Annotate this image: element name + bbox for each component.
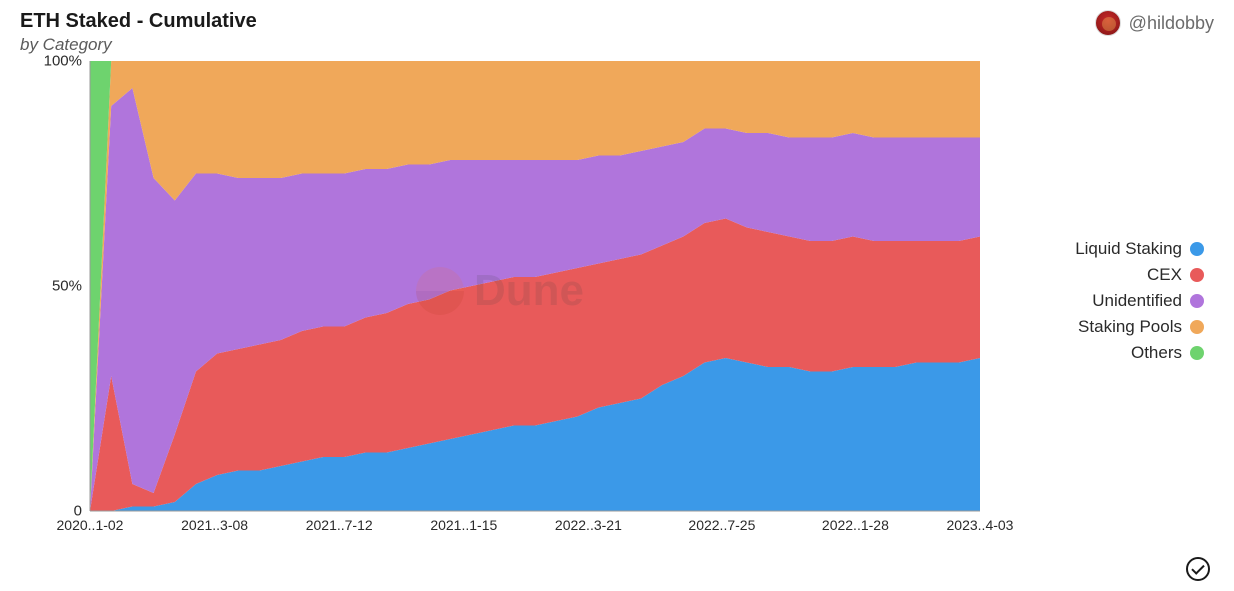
y-tick-label: 100% <box>44 53 82 70</box>
legend-label: CEX <box>1147 265 1182 285</box>
y-axis: 050%100% <box>20 61 90 511</box>
chart-header: ETH Staked - Cumulative by Category @hil… <box>20 10 1214 55</box>
chart-title: ETH Staked - Cumulative <box>20 10 257 33</box>
legend-label: Staking Pools <box>1078 317 1182 337</box>
legend-dot-icon <box>1190 268 1204 282</box>
author-avatar-icon <box>1095 10 1121 36</box>
x-tick-label: 2021..1-15 <box>430 517 497 533</box>
author-link[interactable]: @hildobby <box>1095 10 1214 36</box>
legend-dot-icon <box>1190 294 1204 308</box>
legend-item-others[interactable]: Others <box>1131 343 1204 363</box>
legend-item-staking_pools[interactable]: Staking Pools <box>1078 317 1204 337</box>
x-tick-label: 2021..3-08 <box>181 517 248 533</box>
x-tick-label: 2022..7-25 <box>688 517 755 533</box>
legend-label: Others <box>1131 343 1182 363</box>
legend-label: Unidentified <box>1092 291 1182 311</box>
x-tick-label: 2022..3-21 <box>555 517 622 533</box>
plot-area: 050%100% Dune 2020..1-022021..3-082021..… <box>20 61 980 541</box>
author-handle: @hildobby <box>1129 13 1214 34</box>
x-axis: 2020..1-022021..3-082021..7-122021..1-15… <box>90 511 980 541</box>
x-tick-label: 2022..1-28 <box>822 517 889 533</box>
legend-dot-icon <box>1190 320 1204 334</box>
legend-item-cex[interactable]: CEX <box>1147 265 1204 285</box>
plot-row: 050%100% Dune 2020..1-022021..3-082021..… <box>20 61 1214 541</box>
legend-item-liquid_staking[interactable]: Liquid Staking <box>1075 239 1204 259</box>
y-tick-label: 50% <box>52 278 82 295</box>
stacked-area-chart <box>90 61 980 511</box>
chart-container: ETH Staked - Cumulative by Category @hil… <box>0 0 1234 591</box>
chart-legend: Liquid Staking CEX Unidentified Staking Poo… <box>980 61 1214 541</box>
x-tick-label: 2020..1-02 <box>57 517 124 533</box>
x-tick-label: 2023..4-03 <box>947 517 1014 533</box>
legend-dot-icon <box>1190 242 1204 256</box>
legend-label: Liquid Staking <box>1075 239 1182 259</box>
legend-item-unidentified[interactable]: Unidentified <box>1092 291 1204 311</box>
title-block: ETH Staked - Cumulative by Category <box>20 10 257 55</box>
verified-check-icon <box>1186 557 1210 581</box>
legend-dot-icon <box>1190 346 1204 360</box>
x-tick-label: 2021..7-12 <box>306 517 373 533</box>
